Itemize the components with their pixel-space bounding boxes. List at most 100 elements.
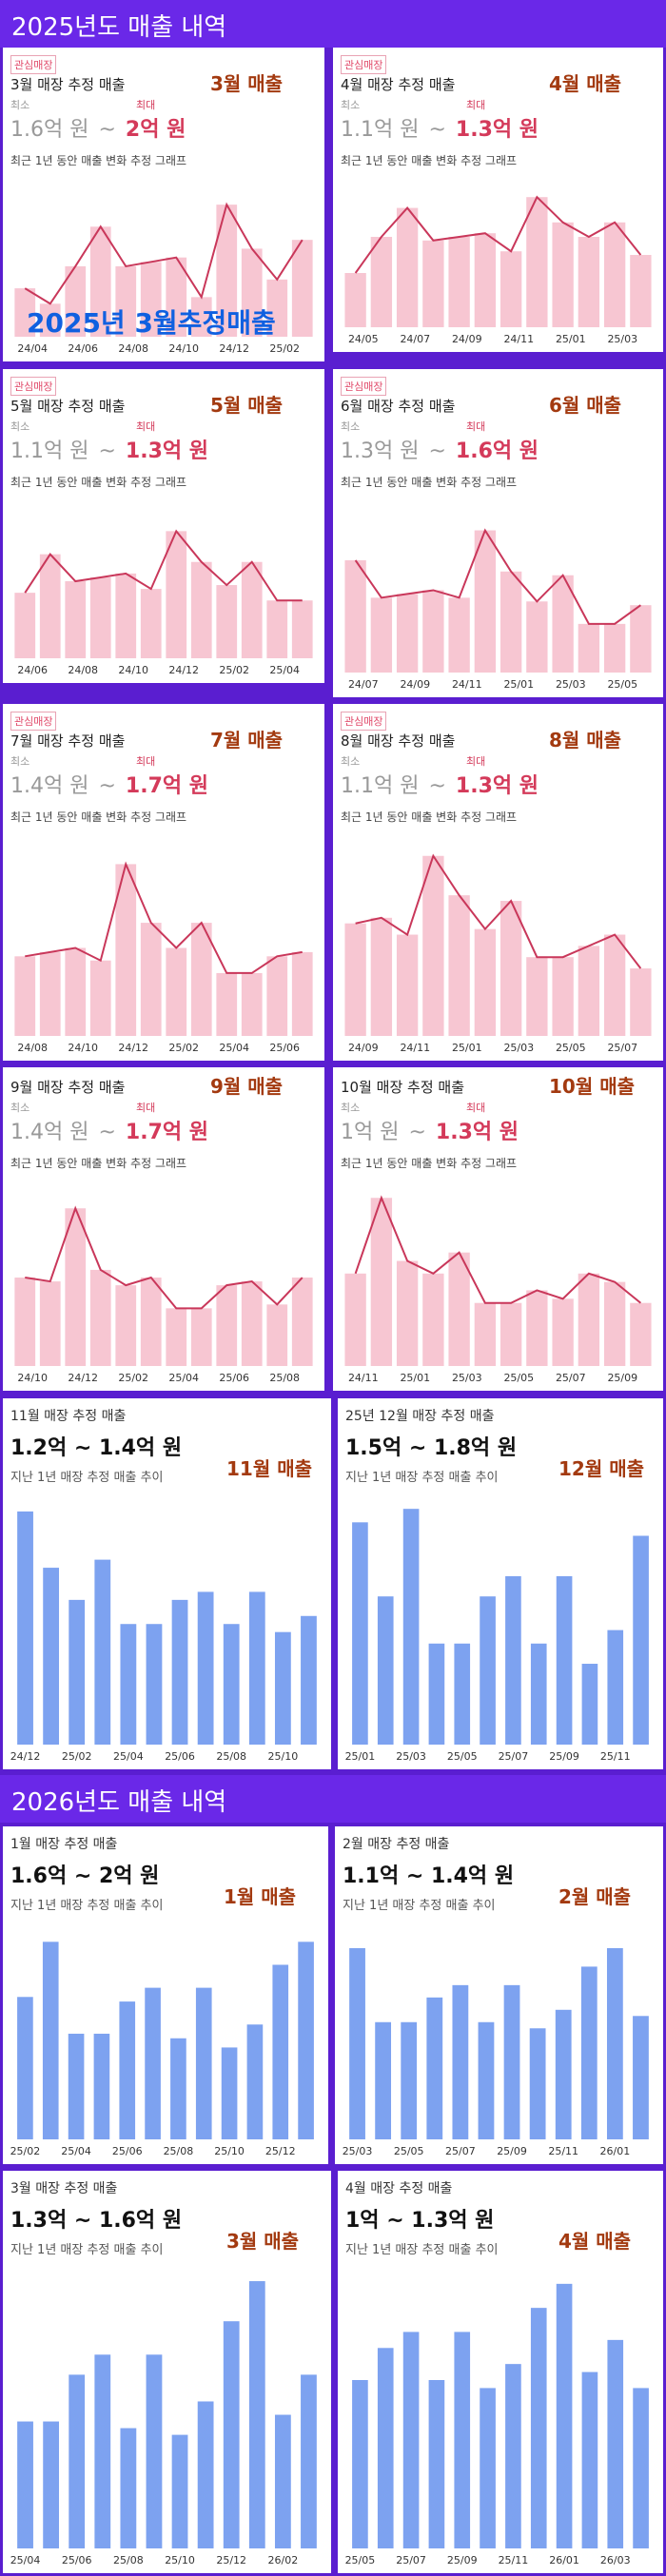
bar-26/01 (606, 1947, 623, 2139)
bar-25/07 (402, 2332, 420, 2548)
bar-24/09 (448, 237, 470, 327)
sales-panel-7: 10월 매장 추정 매출 10월 매출 최소 최대 1억 원 ~1.3억 원 최근 1년 동… (333, 1067, 663, 1391)
sales-panel-8: 11월 매장 추정 매출 11월 매출 1.2억 ~ 1.4억 원 지난 1년 매장 … (3, 1398, 331, 1769)
x-tick-label: 24/07 (348, 678, 379, 691)
bar-25/07 (603, 934, 626, 1036)
x-tick-label: 25/02 (219, 664, 249, 676)
bar-25/03 (190, 923, 212, 1036)
x-tick-label: 25/04 (168, 1372, 199, 1384)
x-tick-label: 24/11 (503, 333, 534, 345)
bar-25/08 (478, 2021, 495, 2139)
bar-25/06 (426, 1997, 443, 2139)
bar-26/03 (607, 2339, 624, 2548)
sales-range: 1.5억 ~ 1.8억 원 (345, 1436, 518, 1460)
bar-25/09 (291, 1278, 313, 1366)
x-tick-label: 25/06 (165, 1750, 195, 1763)
bar-25/01 (500, 571, 522, 673)
bar-24/05 (344, 273, 366, 327)
bar-25/03 (448, 1252, 470, 1366)
x-tick-label: 25/05 (607, 678, 637, 691)
range-max: 1.7억 원 (125, 774, 209, 798)
panel-title: 8월 매장 추정 매출 (341, 732, 456, 750)
bar-24/09 (344, 923, 366, 1036)
bar-24/12 (115, 864, 137, 1036)
bar-25/03 (241, 561, 263, 658)
x-tick-label: 25/08 (164, 2145, 194, 2157)
bar-25/04 (216, 972, 238, 1036)
bar-26/02 (633, 2016, 649, 2139)
chart-subtitle: 최근 1년 동안 매출 변화 추정 그래프 (341, 476, 518, 489)
range-min: 1.4억 원 (10, 1121, 89, 1144)
month-label: 9월 매출 (210, 1075, 284, 1098)
bar-25/08 (530, 1643, 547, 1745)
chart-subtitle: 최근 1년 동안 매출 변화 추정 그래프 (341, 154, 518, 167)
x-tick-label: 24/12 (68, 1372, 98, 1384)
bar-25/05 (146, 1624, 163, 1745)
bar-25/05 (190, 1308, 212, 1366)
panel-title: 10월 매장 추정 매출 (341, 1079, 464, 1096)
bar-25/04 (17, 2421, 33, 2548)
bar-25/02 (578, 237, 600, 327)
x-tick-label: 25/07 (445, 2145, 476, 2157)
x-tick-label: 25/12 (216, 2554, 246, 2566)
chart-subtitle: 지난 1년 매장 추정 매출 추이 (345, 1471, 499, 1485)
x-tick-label: 25/04 (219, 1042, 249, 1054)
x-tick-label: 24/10 (17, 1372, 48, 1384)
chart-subtitle: 최근 1년 동안 매출 변화 추정 그래프 (341, 810, 518, 824)
bar-25/07 (94, 2354, 111, 2548)
month-label: 6월 매출 (549, 394, 622, 417)
bar-25/06 (171, 1599, 188, 1745)
trend-line (354, 528, 641, 625)
bar-25/09 (603, 1281, 626, 1366)
bar-25/02 (216, 585, 238, 658)
bar-25/01 (43, 1568, 60, 1745)
bar-chart: 24/08 24/10 24/12 25/02 25/04 25/06 (14, 861, 313, 1054)
bar-25/02 (377, 1596, 394, 1745)
chart-subtitle: 지난 1년 매장 추정 매출 추이 (10, 2243, 164, 2257)
bar-25/09 (454, 2332, 471, 2548)
bar-24/09 (39, 951, 61, 1036)
bar-25/06 (216, 1285, 238, 1366)
bar-chart: 25/01 25/03 25/05 25/07 25/09 25/11 (345, 1509, 649, 1763)
x-tick-label: 26/02 (268, 2554, 299, 2566)
bar-25/06 (377, 2348, 394, 2548)
x-tick-label: 24/08 (118, 342, 148, 355)
bar-chart: 24/11 25/01 25/03 25/05 25/07 25/09 (344, 1195, 652, 1384)
bar-25/12 (633, 1535, 649, 1745)
sales-panel-2: 관심매장 5월 매장 추정 매출 5월 매출 최소 최대 1.1억 원 ~1.3억 원 최근 … (3, 369, 324, 683)
trend-line (354, 1195, 642, 1304)
sales-range: 1.1억 원 ~1.3억 원 (10, 434, 208, 464)
x-tick-label: 25/06 (219, 1372, 249, 1384)
bar-25/04 (526, 957, 548, 1036)
bar-24/09 (140, 262, 162, 337)
x-tick-label: 24/10 (118, 664, 148, 676)
chart-subtitle: 지난 1년 매장 추정 매출 추이 (345, 2243, 499, 2257)
bar-26/03 (301, 2374, 317, 2548)
bar-24/11 (448, 597, 470, 673)
range-max: 1.3억 원 (455, 118, 539, 142)
bar-25/11 (301, 1615, 317, 1745)
bar-25/05 (603, 623, 626, 673)
bar-25/03 (603, 222, 626, 327)
bar-25/11 (197, 2401, 214, 2548)
bar-chart: 25/02 25/04 25/06 25/08 25/10 25/12 (10, 1942, 314, 2157)
x-tick-label: 25/06 (112, 2145, 143, 2157)
sales-range: 1.4억 원 ~1.7억 원 (10, 1115, 208, 1145)
bar-25/07 (452, 1984, 469, 2139)
bar-24/08 (14, 956, 36, 1036)
month-label: 12월 매출 (558, 1457, 644, 1480)
bar-25/03 (402, 1509, 420, 1745)
bar-25/03 (42, 1942, 59, 2139)
bar-25/09 (146, 2354, 163, 2548)
month-label: 11월 매출 (226, 1457, 312, 1480)
bar-chart: 24/10 24/12 25/02 25/04 25/06 25/08 (14, 1205, 313, 1384)
bar-25/06 (578, 946, 600, 1036)
chart-subtitle: 최근 1년 동안 매출 변화 추정 그래프 (10, 476, 187, 489)
x-tick-label: 25/06 (62, 2554, 92, 2566)
x-tick-label: 25/09 (447, 2554, 478, 2566)
bar-25/07 (241, 1281, 263, 1366)
bar-26/01 (298, 1942, 314, 2139)
bar-25/04 (266, 600, 288, 658)
bar-25/09 (248, 1591, 265, 1745)
bar-25/05 (93, 2033, 110, 2139)
